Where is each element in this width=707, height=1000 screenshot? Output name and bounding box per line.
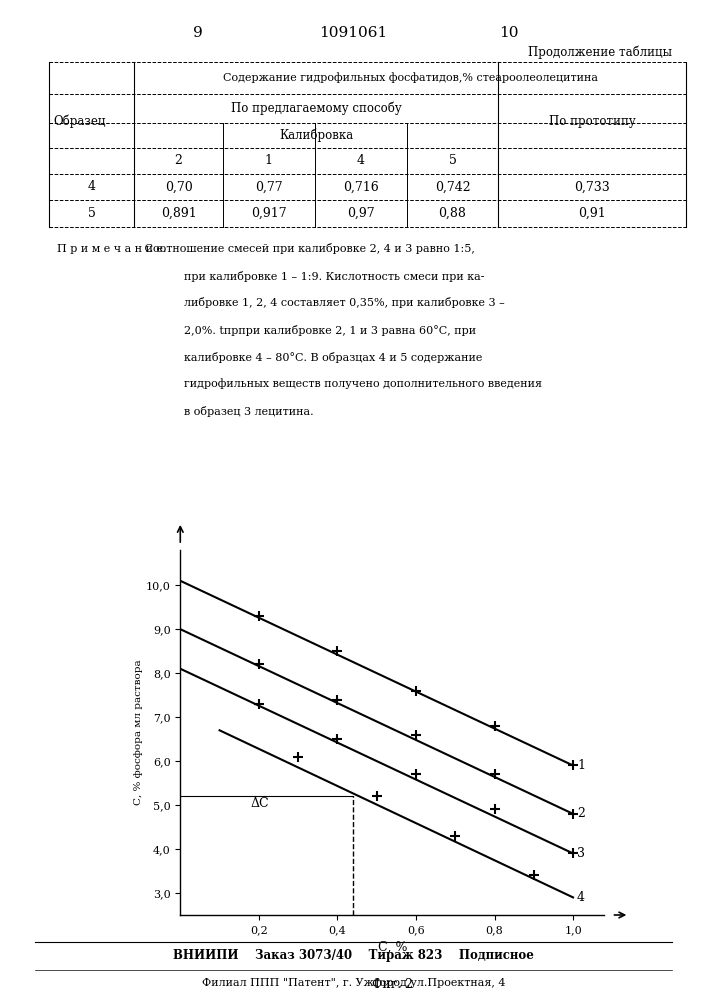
Text: 1091061: 1091061 xyxy=(320,26,387,40)
Text: 2: 2 xyxy=(175,154,182,167)
Text: Содержание гидрофильных фосфатидов,% стеароолеолецитина: Содержание гидрофильных фосфатидов,% сте… xyxy=(223,73,597,83)
Text: 0,70: 0,70 xyxy=(165,180,192,194)
Text: 4: 4 xyxy=(88,180,96,194)
Text: 0,716: 0,716 xyxy=(343,180,378,194)
Text: 2: 2 xyxy=(577,807,585,820)
Text: Соотношение смесей при калибровке 2, 4 и 3 равно 1:5,: Соотношение смесей при калибровке 2, 4 и… xyxy=(141,243,475,254)
Text: П р и м е ч а н и е.: П р и м е ч а н и е. xyxy=(57,244,166,254)
Text: 4: 4 xyxy=(577,891,585,904)
Text: Образец: Образец xyxy=(53,114,105,128)
Text: при калибровке 1 – 1:9. Кислотность смеси при ка-: при калибровке 1 – 1:9. Кислотность смес… xyxy=(184,270,484,282)
Text: 2,0%. tпрпри калибровке 2, 1 и 3 равна 60°С, при: 2,0%. tпрпри калибровке 2, 1 и 3 равна 6… xyxy=(184,325,476,336)
Text: 0,917: 0,917 xyxy=(251,207,286,220)
Text: в образец 3 лецитина.: в образец 3 лецитина. xyxy=(184,406,313,417)
Text: 0,97: 0,97 xyxy=(346,207,375,220)
Text: 0,88: 0,88 xyxy=(438,207,467,220)
Text: калибровке 4 – 80°С. В образцах 4 и 5 содержание: калибровке 4 – 80°С. В образцах 4 и 5 со… xyxy=(184,352,482,363)
Text: Фиг. 2: Фиг. 2 xyxy=(372,978,413,991)
Y-axis label: С, % фосфора мл раствора: С, % фосфора мл раствора xyxy=(134,660,143,805)
Text: 0,733: 0,733 xyxy=(574,180,610,194)
Text: 0,77: 0,77 xyxy=(255,180,283,194)
Text: ВНИИПИ    Заказ 3073/40    Тираж 823    Подписное: ВНИИПИ Заказ 3073/40 Тираж 823 Подписное xyxy=(173,950,534,962)
Text: либровке 1, 2, 4 составляет 0,35%, при калибровке 3 –: либровке 1, 2, 4 составляет 0,35%, при к… xyxy=(184,298,505,308)
Text: 5: 5 xyxy=(88,207,96,220)
Text: 9: 9 xyxy=(193,26,203,40)
Text: По прототипу: По прототипу xyxy=(549,114,636,127)
Text: 1: 1 xyxy=(577,759,585,772)
Text: ΔC: ΔC xyxy=(251,797,269,810)
Text: Калибровка: Калибровка xyxy=(279,129,354,142)
Text: гидрофильных веществ получено дополнительного введения: гидрофильных веществ получено дополнител… xyxy=(184,379,542,389)
Text: Филиал ППП "Патент", г. Ужгород,ул.Проектная, 4: Филиал ППП "Патент", г. Ужгород,ул.Проек… xyxy=(201,978,506,988)
Text: 10: 10 xyxy=(499,26,519,40)
Text: 4: 4 xyxy=(356,154,365,167)
Text: 0,891: 0,891 xyxy=(160,207,197,220)
Text: 5: 5 xyxy=(448,154,457,167)
X-axis label: С, %: С, % xyxy=(378,940,407,953)
Text: 1: 1 xyxy=(264,154,273,167)
Text: 0,91: 0,91 xyxy=(578,207,606,220)
Text: 3: 3 xyxy=(577,847,585,860)
Text: Продолжение таблицы: Продолжение таблицы xyxy=(527,45,672,59)
Text: По предлагаемому способу: По предлагаемому способу xyxy=(231,102,402,115)
Text: 0,742: 0,742 xyxy=(435,180,470,194)
